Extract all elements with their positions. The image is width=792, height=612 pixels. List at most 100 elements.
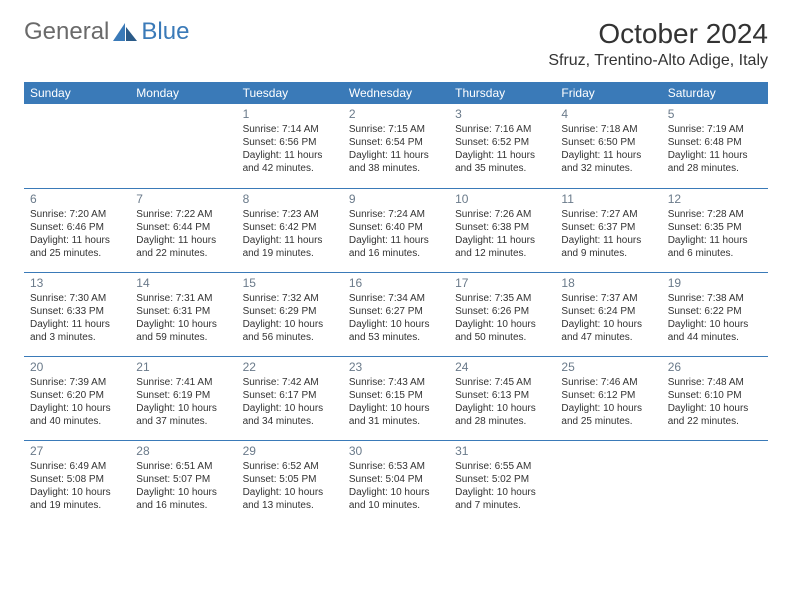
day-number: 29 — [243, 444, 337, 458]
logo: General Blue — [24, 18, 189, 46]
day-number: 10 — [455, 192, 549, 206]
day-number: 7 — [136, 192, 230, 206]
calendar-cell: 9 Sunrise: 7:24 AMSunset: 6:40 PMDaylight… — [343, 188, 449, 272]
calendar-cell: 21 Sunrise: 7:41 AMSunset: 6:19 PMDayligh… — [130, 356, 236, 440]
calendar-cell: 6 Sunrise: 7:20 AMSunset: 6:46 PMDaylight… — [24, 188, 130, 272]
weekday-header: Wednesday — [343, 82, 449, 104]
calendar-cell: 18 Sunrise: 7:37 AMSunset: 6:24 PMDayligh… — [555, 272, 661, 356]
day-number: 21 — [136, 360, 230, 374]
day-info: Sunrise: 7:46 AMSunset: 6:12 PMDaylight:… — [561, 376, 655, 428]
page-title: October 2024 — [548, 18, 768, 50]
calendar-cell: 2 Sunrise: 7:15 AMSunset: 6:54 PMDaylight… — [343, 104, 449, 188]
day-number: 23 — [349, 360, 443, 374]
day-info: Sunrise: 7:45 AMSunset: 6:13 PMDaylight:… — [455, 376, 549, 428]
calendar-week-row: 27 Sunrise: 6:49 AMSunset: 5:08 PMDayligh… — [24, 440, 768, 524]
day-info: Sunrise: 6:52 AMSunset: 5:05 PMDaylight:… — [243, 460, 337, 512]
day-info: Sunrise: 7:24 AMSunset: 6:40 PMDaylight:… — [349, 208, 443, 260]
day-number: 15 — [243, 276, 337, 290]
calendar-cell: 24 Sunrise: 7:45 AMSunset: 6:13 PMDayligh… — [449, 356, 555, 440]
day-info: Sunrise: 7:20 AMSunset: 6:46 PMDaylight:… — [30, 208, 124, 260]
calendar-cell — [662, 440, 768, 524]
calendar-cell: 7 Sunrise: 7:22 AMSunset: 6:44 PMDaylight… — [130, 188, 236, 272]
calendar-cell: 26 Sunrise: 7:48 AMSunset: 6:10 PMDayligh… — [662, 356, 768, 440]
day-number: 1 — [243, 107, 337, 121]
calendar-cell — [130, 104, 236, 188]
weekday-header: Tuesday — [237, 82, 343, 104]
day-info: Sunrise: 7:32 AMSunset: 6:29 PMDaylight:… — [243, 292, 337, 344]
calendar-week-row: 1 Sunrise: 7:14 AMSunset: 6:56 PMDaylight… — [24, 104, 768, 188]
day-number: 20 — [30, 360, 124, 374]
calendar-cell: 19Sunrise: 7:38 AMSunset: 6:22 PMDayligh… — [662, 272, 768, 356]
calendar-cell: 12 Sunrise: 7:28 AMSunset: 6:35 PMDayligh… — [662, 188, 768, 272]
day-info: Sunrise: 7:22 AMSunset: 6:44 PMDaylight:… — [136, 208, 230, 260]
day-number: 27 — [30, 444, 124, 458]
calendar-cell: 15 Sunrise: 7:32 AMSunset: 6:29 PMDayligh… — [237, 272, 343, 356]
calendar-week-row: 6 Sunrise: 7:20 AMSunset: 6:46 PMDaylight… — [24, 188, 768, 272]
day-number: 22 — [243, 360, 337, 374]
day-info: Sunrise: 7:19 AMSunset: 6:48 PMDaylight:… — [668, 123, 762, 175]
day-number: 26 — [668, 360, 762, 374]
calendar-week-row: 13Sunrise: 7:30 AMSunset: 6:33 PMDayligh… — [24, 272, 768, 356]
day-number: 12 — [668, 192, 762, 206]
day-info: Sunrise: 7:18 AMSunset: 6:50 PMDaylight:… — [561, 123, 655, 175]
calendar-cell: 4 Sunrise: 7:18 AMSunset: 6:50 PMDaylight… — [555, 104, 661, 188]
calendar-cell: 3 Sunrise: 7:16 AMSunset: 6:52 PMDaylight… — [449, 104, 555, 188]
calendar-cell — [555, 440, 661, 524]
calendar-cell: 27 Sunrise: 6:49 AMSunset: 5:08 PMDayligh… — [24, 440, 130, 524]
calendar-cell: 30Sunrise: 6:53 AMSunset: 5:04 PMDayligh… — [343, 440, 449, 524]
day-info: Sunrise: 7:48 AMSunset: 6:10 PMDaylight:… — [668, 376, 762, 428]
day-info: Sunrise: 6:49 AMSunset: 5:08 PMDaylight:… — [30, 460, 124, 512]
day-info: Sunrise: 6:51 AMSunset: 5:07 PMDaylight:… — [136, 460, 230, 512]
day-number: 11 — [561, 192, 655, 206]
calendar-cell: 31 Sunrise: 6:55 AMSunset: 5:02 PMDayligh… — [449, 440, 555, 524]
day-number: 18 — [561, 276, 655, 290]
day-info: Sunrise: 7:42 AMSunset: 6:17 PMDaylight:… — [243, 376, 337, 428]
day-info: Sunrise: 7:14 AMSunset: 6:56 PMDaylight:… — [243, 123, 337, 175]
calendar-body: 1 Sunrise: 7:14 AMSunset: 6:56 PMDaylight… — [24, 104, 768, 524]
day-number: 9 — [349, 192, 443, 206]
day-number: 2 — [349, 107, 443, 121]
day-info: Sunrise: 7:16 AMSunset: 6:52 PMDaylight:… — [455, 123, 549, 175]
calendar-cell: 17 Sunrise: 7:35 AMSunset: 6:26 PMDayligh… — [449, 272, 555, 356]
logo-text-blue: Blue — [141, 18, 189, 46]
day-info: Sunrise: 6:53 AMSunset: 5:04 PMDaylight:… — [349, 460, 443, 512]
day-number: 17 — [455, 276, 549, 290]
calendar-cell: 10 Sunrise: 7:26 AMSunset: 6:38 PMDayligh… — [449, 188, 555, 272]
day-info: Sunrise: 7:26 AMSunset: 6:38 PMDaylight:… — [455, 208, 549, 260]
day-info: Sunrise: 7:43 AMSunset: 6:15 PMDaylight:… — [349, 376, 443, 428]
logo-sail-icon — [111, 21, 139, 43]
day-info: Sunrise: 7:34 AMSunset: 6:27 PMDaylight:… — [349, 292, 443, 344]
day-info: Sunrise: 7:27 AMSunset: 6:37 PMDaylight:… — [561, 208, 655, 260]
day-number: 3 — [455, 107, 549, 121]
calendar-cell: 5Sunrise: 7:19 AMSunset: 6:48 PMDaylight… — [662, 104, 768, 188]
day-info: Sunrise: 7:39 AMSunset: 6:20 PMDaylight:… — [30, 376, 124, 428]
calendar-cell: 20 Sunrise: 7:39 AMSunset: 6:20 PMDayligh… — [24, 356, 130, 440]
header: General Blue October 2024 Sfruz, Trentin… — [24, 18, 768, 70]
day-number: 19 — [668, 276, 762, 290]
weekday-header: Sunday — [24, 82, 130, 104]
day-info: Sunrise: 7:28 AMSunset: 6:35 PMDaylight:… — [668, 208, 762, 260]
calendar-cell: 8Sunrise: 7:23 AMSunset: 6:42 PMDaylight… — [237, 188, 343, 272]
calendar-cell: 22 Sunrise: 7:42 AMSunset: 6:17 PMDayligh… — [237, 356, 343, 440]
day-info: Sunrise: 7:41 AMSunset: 6:19 PMDaylight:… — [136, 376, 230, 428]
weekday-header: Monday — [130, 82, 236, 104]
calendar-cell: 13Sunrise: 7:30 AMSunset: 6:33 PMDayligh… — [24, 272, 130, 356]
calendar-cell — [24, 104, 130, 188]
day-number: 4 — [561, 107, 655, 121]
day-number: 28 — [136, 444, 230, 458]
day-info: Sunrise: 7:37 AMSunset: 6:24 PMDaylight:… — [561, 292, 655, 344]
day-info: Sunrise: 6:55 AMSunset: 5:02 PMDaylight:… — [455, 460, 549, 512]
day-number: 6 — [30, 192, 124, 206]
weekday-header: Friday — [555, 82, 661, 104]
day-number: 25 — [561, 360, 655, 374]
day-info: Sunrise: 7:35 AMSunset: 6:26 PMDaylight:… — [455, 292, 549, 344]
day-number: 31 — [455, 444, 549, 458]
calendar-cell: 29 Sunrise: 6:52 AMSunset: 5:05 PMDayligh… — [237, 440, 343, 524]
day-info: Sunrise: 7:15 AMSunset: 6:54 PMDaylight:… — [349, 123, 443, 175]
calendar-week-row: 20 Sunrise: 7:39 AMSunset: 6:20 PMDayligh… — [24, 356, 768, 440]
location-label: Sfruz, Trentino-Alto Adige, Italy — [548, 52, 768, 70]
weekday-header: Saturday — [662, 82, 768, 104]
day-number: 24 — [455, 360, 549, 374]
calendar-table: Sunday Monday Tuesday Wednesday Thursday… — [24, 82, 768, 524]
day-info: Sunrise: 7:31 AMSunset: 6:31 PMDaylight:… — [136, 292, 230, 344]
